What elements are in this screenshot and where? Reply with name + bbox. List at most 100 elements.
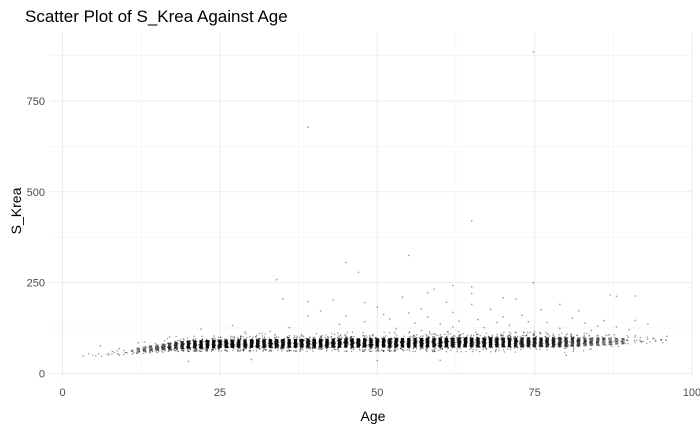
scatter-point [362,345,365,348]
scatter-point [515,337,517,339]
scatter-point [231,340,234,343]
scatter-point [586,332,588,335]
scatter-point [540,308,542,311]
scatter-point [267,342,270,345]
scatter-point [445,350,448,353]
scatter-point [542,345,544,347]
scatter-point [416,342,418,344]
scatter-point [464,339,467,342]
scatter-point [326,340,328,343]
scatter-point [281,346,284,349]
scatter-point [523,331,525,334]
scatter-point [116,350,118,352]
scatter-point [365,344,367,346]
scatter-point [596,341,598,343]
scatter-point [239,337,242,339]
scatter-point [294,340,297,342]
scatter-point [490,340,492,342]
scatter-point [221,343,223,345]
scatter-point [369,336,372,338]
scatter-point [212,344,214,346]
scatter-point [306,342,308,344]
scatter-point [571,338,574,340]
scatter-point [236,343,239,345]
scatter-point [194,343,196,345]
scatter-point [368,345,370,348]
scatter-point [182,344,184,346]
scatter-point [466,341,469,343]
scatter-point [351,338,353,340]
scatter-point [255,341,258,343]
scatter-point [487,336,490,338]
scatter-point [331,343,334,346]
scatter-point [569,341,571,343]
scatter-point [457,346,460,349]
scatter-point [212,346,215,349]
scatter-point [539,341,541,344]
scatter-point [570,334,572,337]
scatter-point [355,341,358,343]
scatter-point [422,342,424,345]
scatter-point [237,343,239,345]
scatter-point [375,337,377,340]
scatter-point [356,341,359,344]
scatter-point [255,350,258,352]
scatter-point [364,348,366,351]
scatter-point [449,332,452,335]
scatter-point [514,351,516,353]
scatter-point [403,346,405,348]
scatter-point [258,345,261,348]
scatter-point [137,347,140,350]
scatter-point [387,339,389,341]
scatter-point [223,340,226,343]
outlier-points [99,51,668,363]
scatter-point [305,340,307,343]
scatter-point [370,347,373,350]
scatter-point [564,337,567,340]
scatter-point [501,338,503,340]
scatter-point [353,347,355,349]
scatter-point [298,345,301,347]
scatter-point [387,339,389,341]
scatter-point [345,338,348,340]
scatter-point [245,341,247,343]
scatter-point [506,348,509,350]
band-core-column [419,337,423,348]
scatter-point [570,336,573,338]
scatter-point [538,342,540,344]
scatter-point [264,333,266,335]
scatter-point [522,342,524,345]
scatter-point [309,342,311,345]
scatter-point [607,334,609,337]
scatter-point [346,331,349,334]
scatter-point [609,344,612,346]
scatter-point [515,340,518,342]
scatter-point [201,348,203,350]
scatter-point [605,344,607,346]
scatter-point [501,345,503,348]
scatter-point [182,338,185,340]
scatter-point [274,334,276,336]
scatter-point [212,348,214,351]
scatter-point [394,345,397,348]
scatter-point [453,335,456,337]
scatter-point [320,345,322,347]
scatter-point [183,343,185,345]
scatter-point [359,344,361,347]
scatter-point [484,344,487,347]
scatter-point [251,340,253,343]
scatter-point [300,339,302,341]
scatter-point [414,341,416,343]
scatter-point [372,341,374,344]
scatter-point [262,350,264,352]
band-core-column [381,338,386,348]
scatter-point [383,349,385,352]
scatter-point [458,343,461,345]
scatter-point [319,336,322,339]
band-core-column [476,337,480,348]
scatter-point [286,346,288,349]
scatter-point [440,345,442,347]
scatter-point [597,337,600,340]
scatter-point [451,284,454,287]
